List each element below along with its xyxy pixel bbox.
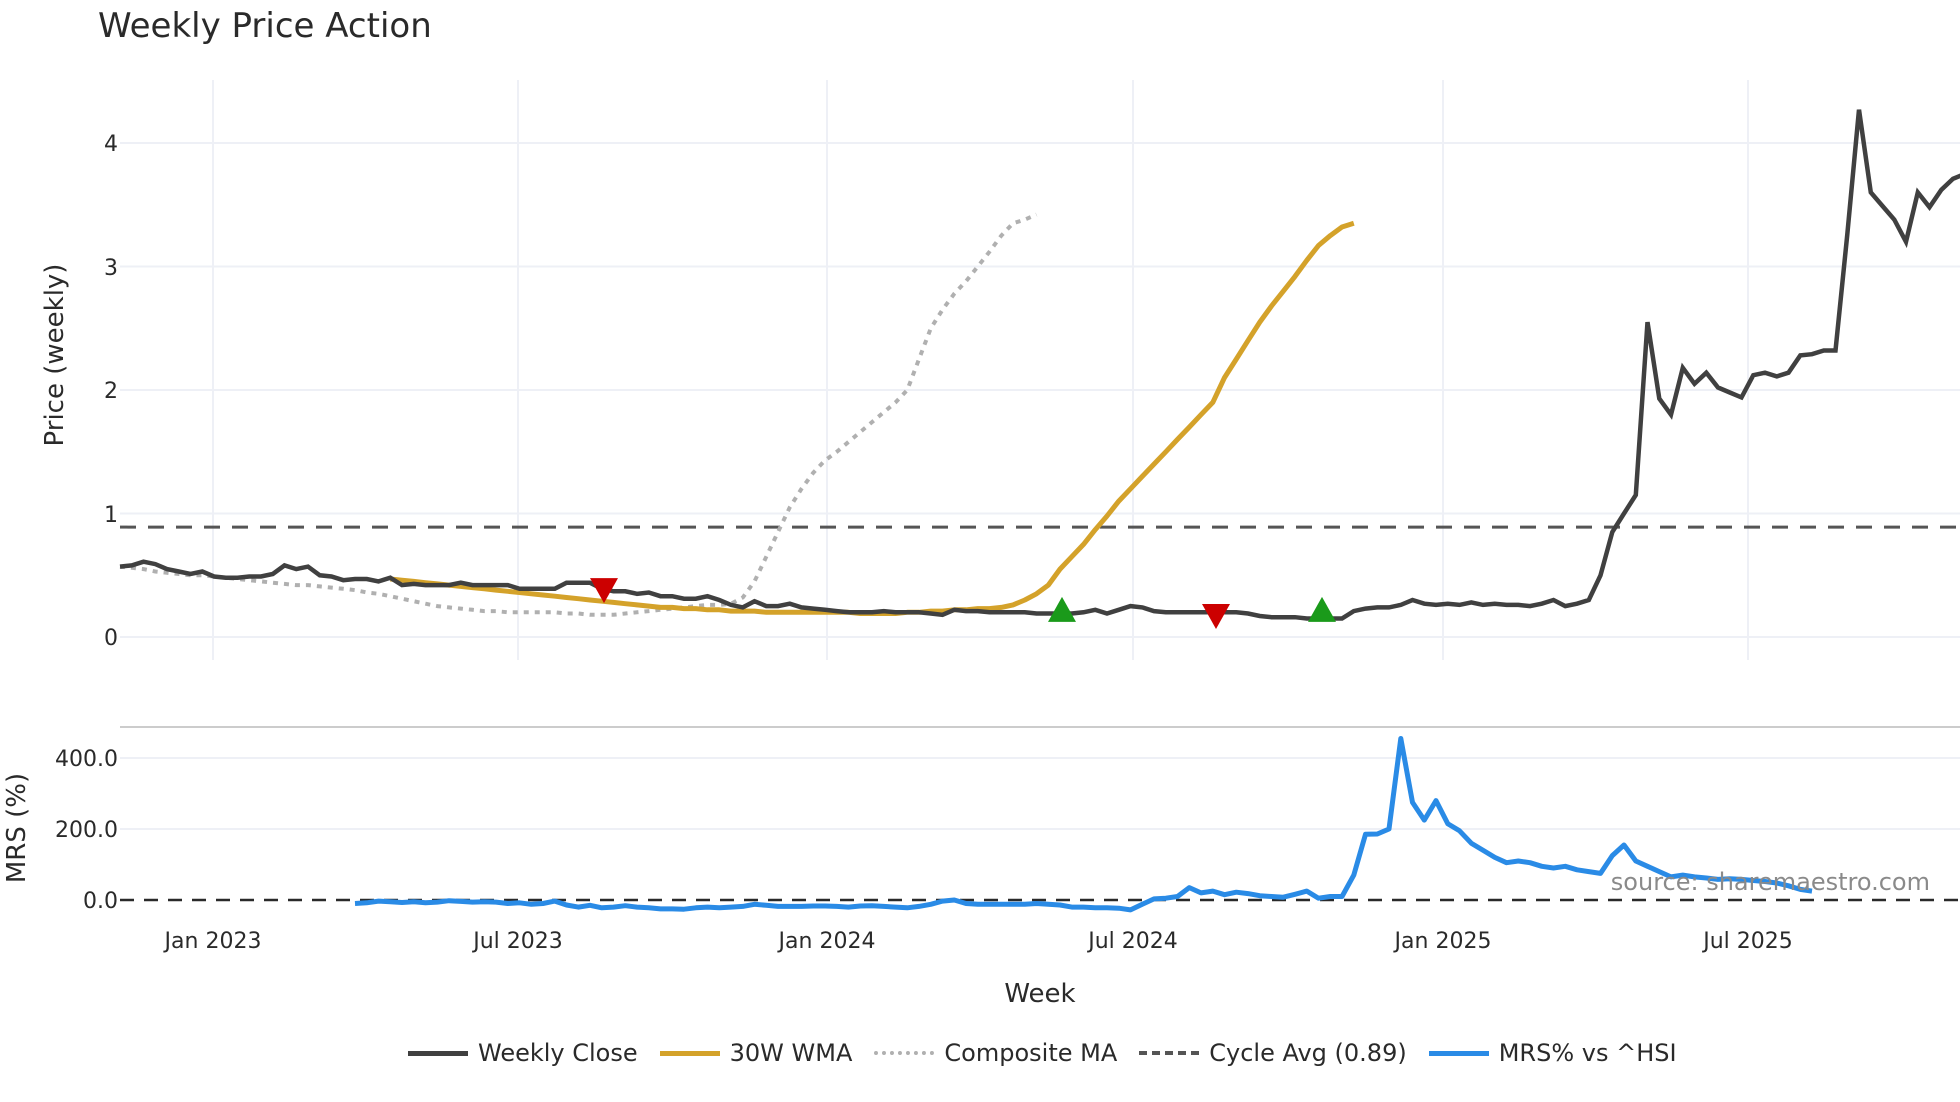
legend: Weekly Close 30W WMA Composite MA Cycle … <box>408 1038 1699 1068</box>
price-tick-2: 2 <box>104 379 118 404</box>
buy-signal-icon <box>1308 596 1336 622</box>
price-series <box>119 109 1960 621</box>
mrs-grid <box>120 726 1960 830</box>
x-tick-jul-2025: Jul 2025 <box>1701 929 1793 954</box>
sell-signal-icon <box>1202 604 1230 630</box>
x-ticks: Jan 2023 Jul 2023 Jan 2024 Jul 2024 Jan … <box>163 929 1793 954</box>
legend-label: Weekly Close <box>478 1039 638 1067</box>
wma-line <box>390 220 1355 616</box>
wma-swatch-icon <box>659 1050 720 1056</box>
legend-item-mrs[interactable]: MRS% vs ^HSI <box>1428 1039 1677 1067</box>
sell-signal-icon <box>590 578 618 604</box>
buy-signal-icon <box>1048 596 1076 622</box>
price-y-axis-title: Price (weekly) <box>40 264 70 447</box>
legend-item-30w-wma[interactable]: 30W WMA <box>659 1039 853 1067</box>
legend-label: Composite MA <box>944 1039 1118 1067</box>
legend-item-cycle-avg[interactable]: Cycle Avg (0.89) <box>1139 1039 1407 1067</box>
price-tick-4: 4 <box>104 132 118 157</box>
mrs-tick-400: 400.0 <box>55 747 118 772</box>
price-tick-0: 0 <box>104 626 118 651</box>
weekly-close-line <box>119 109 1960 621</box>
mrs-line <box>354 736 1813 913</box>
x-axis-title: Week <box>1004 979 1075 1009</box>
x-tick-jan-2024: Jan 2024 <box>777 929 876 954</box>
mrs-tick-0: 0.0 <box>83 889 118 914</box>
price-tick-3: 3 <box>104 256 118 281</box>
x-tick-jul-2024: Jul 2024 <box>1086 929 1178 954</box>
x-tick-jul-2023: Jul 2023 <box>471 929 563 954</box>
legend-label: Cycle Avg (0.89) <box>1209 1039 1407 1067</box>
composite-ma-swatch-icon <box>874 1051 935 1055</box>
cycle-avg-swatch-icon <box>1139 1051 1200 1055</box>
signal-markers <box>590 578 1336 630</box>
mrs-y-axis-title: MRS (%) <box>2 773 32 883</box>
chart-title: Weekly Price Action <box>98 6 432 46</box>
mrs-tick-200: 200.0 <box>55 818 118 843</box>
legend-label: 30W WMA <box>729 1039 853 1067</box>
legend-item-weekly-close[interactable]: Weekly Close <box>408 1039 638 1067</box>
price-grid <box>120 80 1960 660</box>
price-tick-1: 1 <box>104 503 118 528</box>
legend-label: MRS% vs ^HSI <box>1498 1039 1677 1067</box>
composite-ma-line <box>119 212 1038 617</box>
x-tick-jan-2025: Jan 2025 <box>1393 929 1492 954</box>
x-tick-jan-2023: Jan 2023 <box>163 929 262 954</box>
source-label: source: sharemaestro.com <box>1611 868 1930 896</box>
weekly-close-swatch-icon <box>408 1050 468 1056</box>
price-y-ticks: 0 1 2 3 4 <box>104 132 118 651</box>
mrs-swatch-icon <box>1428 1050 1489 1056</box>
mrs-y-ticks: 0.0 200.0 400.0 <box>55 747 118 914</box>
legend-item-composite-ma[interactable]: Composite MA <box>874 1039 1117 1067</box>
mrs-series <box>120 736 1960 913</box>
